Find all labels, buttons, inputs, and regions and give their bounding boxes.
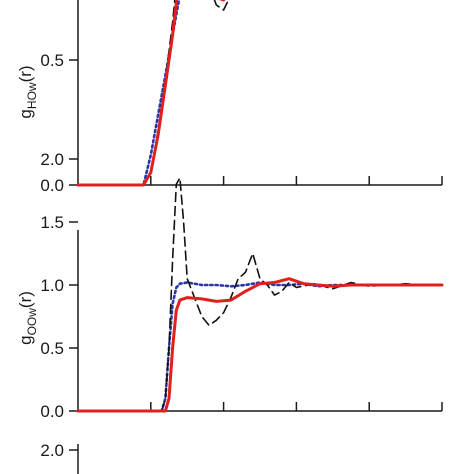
y-axis-title: gOOw(r) (16, 291, 39, 345)
y-tick-label: 1.5 (40, 213, 64, 232)
series-line-dashed (77, 0, 230, 186)
panel-3: 2.0 (40, 441, 79, 474)
y-axis-title-sub: OOw (25, 308, 39, 336)
y-axis-title-main: g (16, 335, 35, 344)
y-tick-label: 1.0 (40, 276, 64, 295)
y-axis-title-suffix: (r) (16, 291, 35, 308)
y-axis-title: gHOw(r) (16, 65, 39, 118)
y-tick-label: 2.0 (40, 150, 64, 169)
series-line-dotted (76, 0, 181, 187)
y-axis-title-suffix: (r) (16, 65, 35, 82)
y-axis-title-sub: HOw (25, 82, 39, 109)
series-line-dotted (76, 281, 444, 413)
y-tick-label: 0.5 (40, 51, 64, 70)
series-line-solid (76, 277, 444, 413)
y-tick-label: 0.0 (40, 176, 64, 195)
panel-2: 0.0 0.5 1.0 1.5 2.0 gOOw(r) (16, 150, 444, 421)
y-tick-label: 0.0 (40, 402, 64, 421)
y-tick-label: 2.0 (40, 441, 64, 460)
y-tick-label: 0.5 (40, 339, 64, 358)
series-line-solid (76, 0, 226, 187)
y-axis-title-main: g (16, 109, 35, 118)
series-line-dashed (77, 177, 443, 412)
